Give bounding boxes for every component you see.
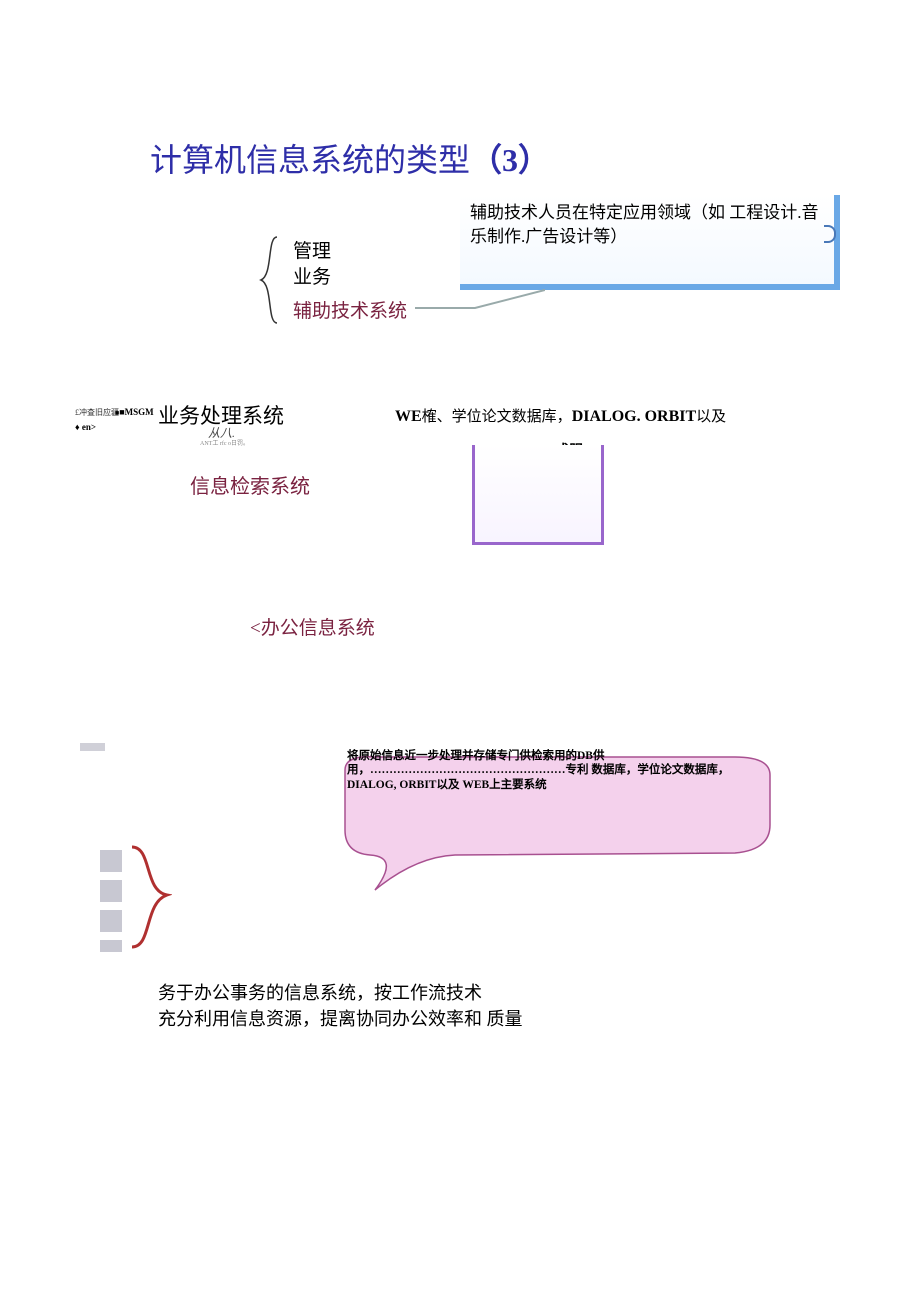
label-aux-system: 辅助技术系统 [293,296,407,323]
gray-square-4 [100,940,122,952]
label-biz: 业务 [293,262,331,289]
tiny-msgm: ■■MSGM [115,407,154,417]
label-mgmt: 管理 [293,236,331,263]
bottom-text-content: 务于办公事务的信息系统，按工作流技术 充分利用信息资源，提离协同办公效率和 质量 [158,983,523,1029]
gray-square-1 [100,850,122,872]
label-info-retrieval: 信息检索系统 [190,470,310,499]
we-bold: WE [395,408,422,425]
label-biz-sub2: ANT工 rfc o日罚。 [200,438,249,447]
bottom-paragraph: 务于办公事务的信息系统，按工作流技术 充分利用信息资源，提离协同办公效率和 质量 [158,980,523,1032]
title-num: （3） [470,142,550,178]
red-brace-icon [122,843,172,951]
speech-bubble-text: 将原始信息近一步处理并存储专门供检索用的DB供 用，……………………………………… [347,749,777,792]
tiny-text-2: ♦ en> [75,422,96,432]
we-tail: 以及 [696,409,726,425]
we-mid: 榷、学位论文数据库， [422,409,572,425]
speech-bubble: 将原始信息近一步处理并存储专门供检索用的DB供 用，……………………………………… [335,755,775,895]
callout-blue-box: 辅助技术人员在特定应用领域（如 工程设计.音乐制作.广告设计等） [460,195,840,290]
gray-square-3 [100,910,122,932]
tiny-text-1: £冲査旧应疆 [75,407,119,418]
brace-icon [255,235,285,325]
connector-line-icon [415,285,545,325]
gray-square-2 [100,880,122,902]
title-main: 计算机信息系统的类型 [150,142,470,178]
page-title: 计算机信息系统的类型（3） [150,135,550,181]
we-line: WE榷、学位论文数据库，DIALOG. ORBIT以及 [395,405,726,426]
purple-box [472,445,604,545]
tiny-msgm-text: ■MSGM [119,407,153,417]
gray-stub [80,743,105,751]
we-dialog: DIALOG. ORBIT [572,408,696,425]
label-office-system: <办公信息系统 [250,613,375,640]
callout-blue-text: 辅助技术人员在特定应用领域（如 工程设计.音乐制作.广告设计等） [470,203,819,246]
